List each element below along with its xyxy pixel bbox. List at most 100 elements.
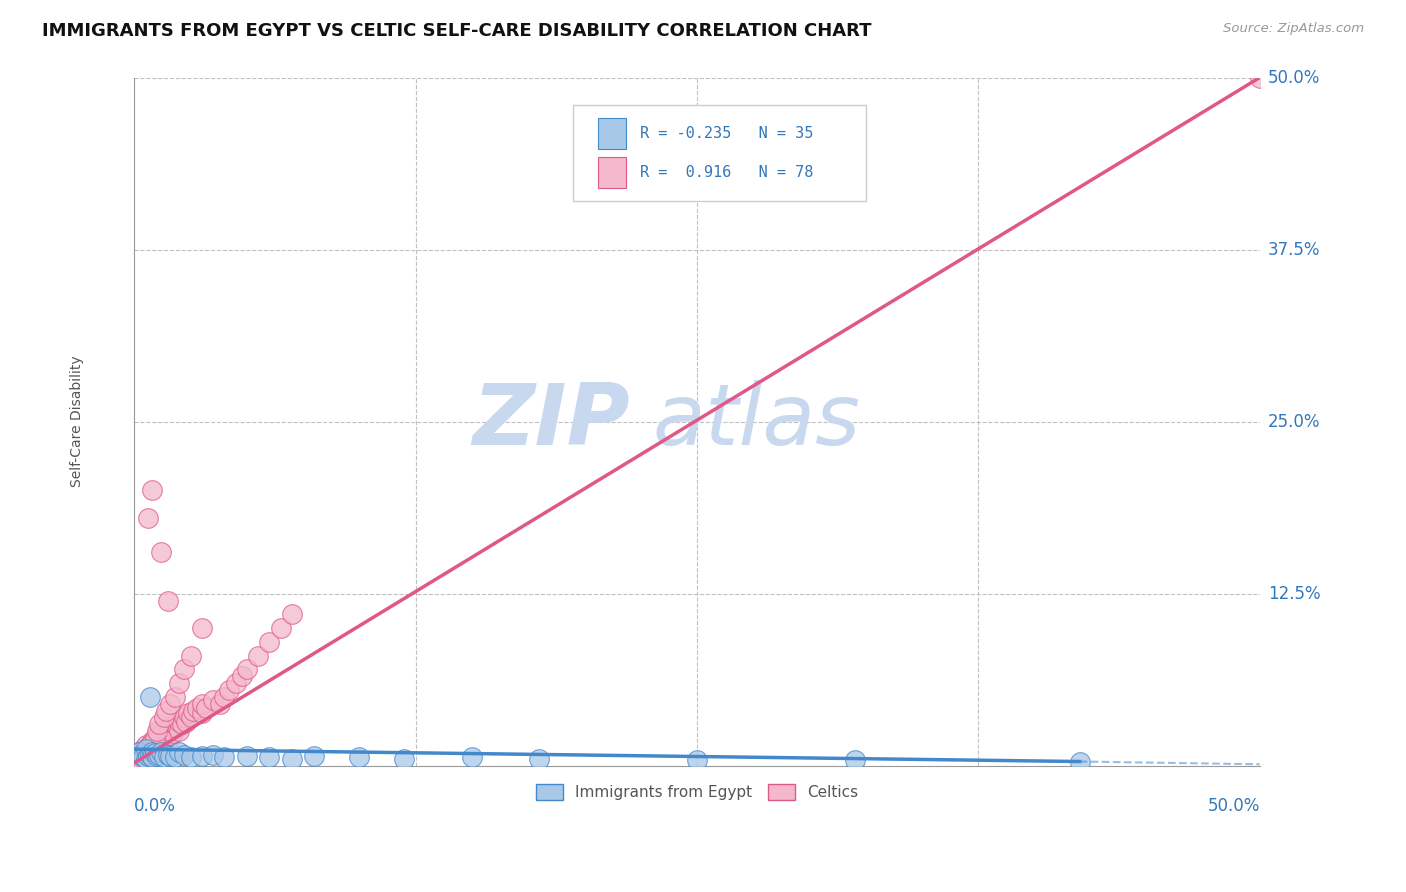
Point <box>146 734 169 748</box>
Point <box>132 750 155 764</box>
Legend: Immigrants from Egypt, Celtics: Immigrants from Egypt, Celtics <box>530 778 865 806</box>
Point <box>1069 755 1091 769</box>
Point <box>143 731 166 745</box>
Point <box>146 724 169 739</box>
Point <box>148 737 170 751</box>
Point <box>191 697 214 711</box>
Point <box>174 714 197 729</box>
Point <box>152 710 174 724</box>
Point <box>148 717 170 731</box>
Point <box>136 511 159 525</box>
Point <box>169 745 191 759</box>
Point <box>141 745 163 759</box>
Point <box>135 738 157 752</box>
Point <box>128 752 150 766</box>
Point <box>231 669 253 683</box>
Point <box>169 724 191 739</box>
Point <box>173 710 195 724</box>
Text: 25.0%: 25.0% <box>1268 413 1320 431</box>
Point <box>157 724 180 739</box>
Point <box>143 746 166 760</box>
Point <box>461 750 484 764</box>
Point <box>139 747 162 762</box>
Point <box>146 739 169 754</box>
Point <box>157 593 180 607</box>
Point <box>128 745 150 759</box>
Text: Self-Care Disability: Self-Care Disability <box>70 356 83 487</box>
Point <box>155 728 177 742</box>
Point <box>236 662 259 676</box>
FancyBboxPatch shape <box>574 105 866 202</box>
Point <box>1249 70 1271 85</box>
Point <box>135 742 157 756</box>
Point <box>150 728 173 742</box>
Point <box>218 682 240 697</box>
Point <box>163 690 186 704</box>
Point <box>304 749 326 764</box>
Text: 37.5%: 37.5% <box>1268 241 1320 259</box>
Point <box>169 714 191 729</box>
Text: Source: ZipAtlas.com: Source: ZipAtlas.com <box>1223 22 1364 36</box>
Point <box>141 745 163 759</box>
Point <box>136 749 159 764</box>
Point <box>394 752 416 766</box>
Point <box>129 747 152 762</box>
Point <box>173 662 195 676</box>
Point <box>349 750 371 764</box>
Text: 12.5%: 12.5% <box>1268 584 1320 603</box>
Point <box>157 747 180 762</box>
Point <box>173 747 195 762</box>
Point <box>129 750 152 764</box>
Point <box>146 749 169 764</box>
Point <box>529 752 551 766</box>
Point <box>159 728 181 742</box>
Point <box>139 690 162 704</box>
Point <box>146 728 169 742</box>
Point <box>162 725 184 739</box>
Point <box>136 742 159 756</box>
Point <box>195 701 218 715</box>
Point <box>155 704 177 718</box>
Point <box>247 648 270 663</box>
Point <box>281 607 304 622</box>
Text: 50.0%: 50.0% <box>1208 797 1260 814</box>
Point <box>191 749 214 764</box>
Point <box>135 752 157 766</box>
Text: R = -0.235   N = 35: R = -0.235 N = 35 <box>640 126 813 141</box>
Point <box>152 731 174 745</box>
Point <box>148 747 170 762</box>
Text: IMMIGRANTS FROM EGYPT VS CELTIC SELF-CARE DISABILITY CORRELATION CHART: IMMIGRANTS FROM EGYPT VS CELTIC SELF-CAR… <box>42 22 872 40</box>
Point <box>844 753 866 767</box>
Point <box>143 731 166 745</box>
Point <box>128 747 150 762</box>
Point <box>159 697 181 711</box>
Point <box>225 676 247 690</box>
Bar <box>598 157 626 188</box>
Point <box>159 749 181 764</box>
Point <box>141 742 163 756</box>
Point <box>191 621 214 635</box>
Text: 0.0%: 0.0% <box>135 797 176 814</box>
Point <box>163 750 186 764</box>
Point <box>129 745 152 759</box>
Point <box>281 752 304 766</box>
Point <box>150 745 173 759</box>
Point <box>180 710 202 724</box>
Point <box>152 750 174 764</box>
Text: atlas: atlas <box>652 380 860 463</box>
Text: R =  0.916   N = 78: R = 0.916 N = 78 <box>640 165 813 180</box>
Point <box>141 483 163 498</box>
Point <box>191 706 214 721</box>
Point <box>202 692 225 706</box>
Point <box>132 742 155 756</box>
Point <box>202 747 225 762</box>
Text: ZIP: ZIP <box>472 380 630 463</box>
Point <box>150 734 173 748</box>
Point <box>128 752 150 766</box>
Point <box>135 747 157 762</box>
Point <box>129 750 152 764</box>
Point <box>177 706 200 721</box>
Point <box>135 745 157 759</box>
Point <box>214 690 236 704</box>
Bar <box>598 118 626 149</box>
